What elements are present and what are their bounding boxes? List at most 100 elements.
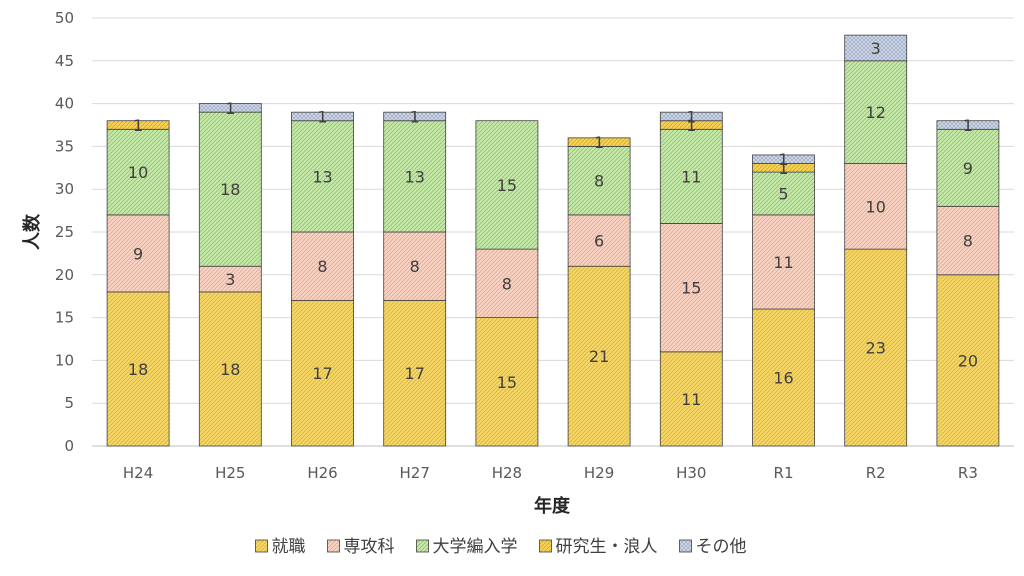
- bar-segment: [198, 111, 262, 267]
- bar-segment: [291, 111, 354, 122]
- y-tick-label: 25: [55, 223, 74, 241]
- bar-segment: [291, 300, 354, 447]
- bar-segment: [659, 351, 723, 447]
- bar-value-label: 1: [317, 107, 327, 126]
- x-tick-label: H28: [492, 464, 522, 482]
- bar-segment: [752, 308, 815, 447]
- bar-value-label: 18: [220, 180, 240, 199]
- legend-label: 大学編入学: [433, 537, 518, 557]
- legend-item: 大学編入学: [416, 537, 518, 557]
- bar-value-label: 13: [405, 167, 425, 186]
- bar-value-label: 8: [317, 257, 327, 276]
- bar-segment: [936, 274, 1000, 447]
- legend-item: その他: [679, 537, 747, 557]
- bar-segment: [844, 34, 908, 62]
- bar-segment: [291, 231, 354, 301]
- legend-item: 専攻科: [327, 537, 395, 557]
- bar-value-label: 17: [312, 364, 332, 383]
- bar-value-label: 15: [681, 279, 701, 298]
- bar-value-label: 1: [225, 99, 235, 118]
- bar-segment: [936, 128, 1000, 207]
- y-tick-label: 45: [55, 52, 74, 70]
- bar-segment: [475, 317, 539, 447]
- y-tick-label: 40: [55, 95, 74, 113]
- bar-value-label: 3: [225, 270, 235, 289]
- bar-segment: [198, 291, 262, 447]
- y-axis-title: 人数: [21, 213, 43, 250]
- y-tick-label: 30: [55, 180, 74, 198]
- bar-value-label: 9: [133, 244, 143, 263]
- y-tick-label: 15: [55, 309, 74, 327]
- bar-value-label: 3: [871, 39, 881, 58]
- bar-segment: [475, 248, 539, 318]
- bar-value-label: 1: [778, 159, 788, 178]
- legend: 就職 専攻科 大学編入学 研究生・浪人 その他: [255, 537, 747, 557]
- bar-value-label: 1: [686, 107, 696, 126]
- bar-value-label: 1: [594, 133, 604, 152]
- bar-value-label: 1: [963, 116, 973, 135]
- bar-value-label: 1: [686, 116, 696, 135]
- bar-segment: [291, 120, 354, 233]
- bar-segment: [475, 120, 539, 250]
- bar-segment: [383, 231, 447, 301]
- bar-value-label: 17: [405, 364, 425, 383]
- legend-swatch: [416, 539, 429, 553]
- legend-item: 研究生・浪人: [539, 537, 658, 557]
- bar-value-label: 8: [410, 257, 420, 276]
- x-tick-label: R3: [958, 464, 978, 482]
- y-tick-label: 20: [55, 266, 74, 284]
- y-axis: 0 5 10 15 20 25 30 35 40 45 50: [55, 9, 74, 455]
- bar-segment: [567, 137, 631, 147]
- bar-segment: [844, 60, 908, 164]
- bar-value-label: 1: [410, 107, 420, 126]
- bar-value-label: 13: [312, 167, 332, 186]
- bar-value-label: 8: [502, 274, 512, 293]
- bar-value-label: 16: [773, 369, 793, 388]
- x-tick-label: H26: [307, 464, 337, 482]
- bar-segment: [659, 128, 723, 224]
- bar-segment: [383, 111, 447, 122]
- bar-segment: [752, 214, 815, 310]
- y-tick-label: 5: [64, 394, 74, 412]
- x-tick-label: H29: [584, 464, 614, 482]
- bar-value-label: 18: [220, 360, 240, 379]
- bar-segment: [659, 111, 723, 122]
- bar-value-label: 12: [866, 103, 886, 122]
- bar-segment: [198, 103, 262, 113]
- bar-segment: [106, 128, 170, 216]
- bar-value-label: 21: [589, 347, 609, 366]
- x-tick-label: R1: [774, 464, 794, 482]
- x-tick-label: H25: [215, 464, 245, 482]
- x-axis-title: 年度: [534, 495, 571, 517]
- bar-value-label: 5: [778, 184, 788, 203]
- legend-item: 就職: [255, 537, 306, 557]
- bar-value-label: 15: [497, 373, 517, 392]
- bar-segment: [844, 163, 908, 250]
- legend-label: 就職: [272, 537, 306, 557]
- bar-segment: [936, 205, 1000, 276]
- bar-segment: [752, 154, 815, 164]
- bar-value-label: 20: [958, 351, 978, 370]
- bar-segment: [198, 265, 262, 293]
- legend-swatch: [327, 539, 340, 553]
- x-tick-label: H30: [676, 464, 706, 482]
- y-tick-label: 35: [55, 137, 74, 155]
- bar-segment: [106, 291, 170, 447]
- legend-swatch: [539, 539, 552, 553]
- bar-value-label: 6: [594, 232, 604, 251]
- bar-value-label: 18: [128, 360, 148, 379]
- bar-segment: [383, 120, 447, 233]
- bar-segment: [659, 223, 723, 353]
- data-labels: 1891011831811781311781311581521681111511…: [128, 39, 978, 409]
- x-tick-label: H24: [123, 464, 153, 482]
- bar-segment: [567, 145, 631, 216]
- x-tick-label: H27: [400, 464, 430, 482]
- bar-value-label: 15: [497, 176, 517, 195]
- bar-value-label: 11: [773, 253, 793, 272]
- bar-segment: [752, 171, 815, 216]
- bar-segment: [106, 120, 170, 130]
- legend-swatch: [679, 539, 692, 553]
- legend-label: 研究生・浪人: [556, 537, 658, 557]
- bar-segment: [106, 214, 170, 293]
